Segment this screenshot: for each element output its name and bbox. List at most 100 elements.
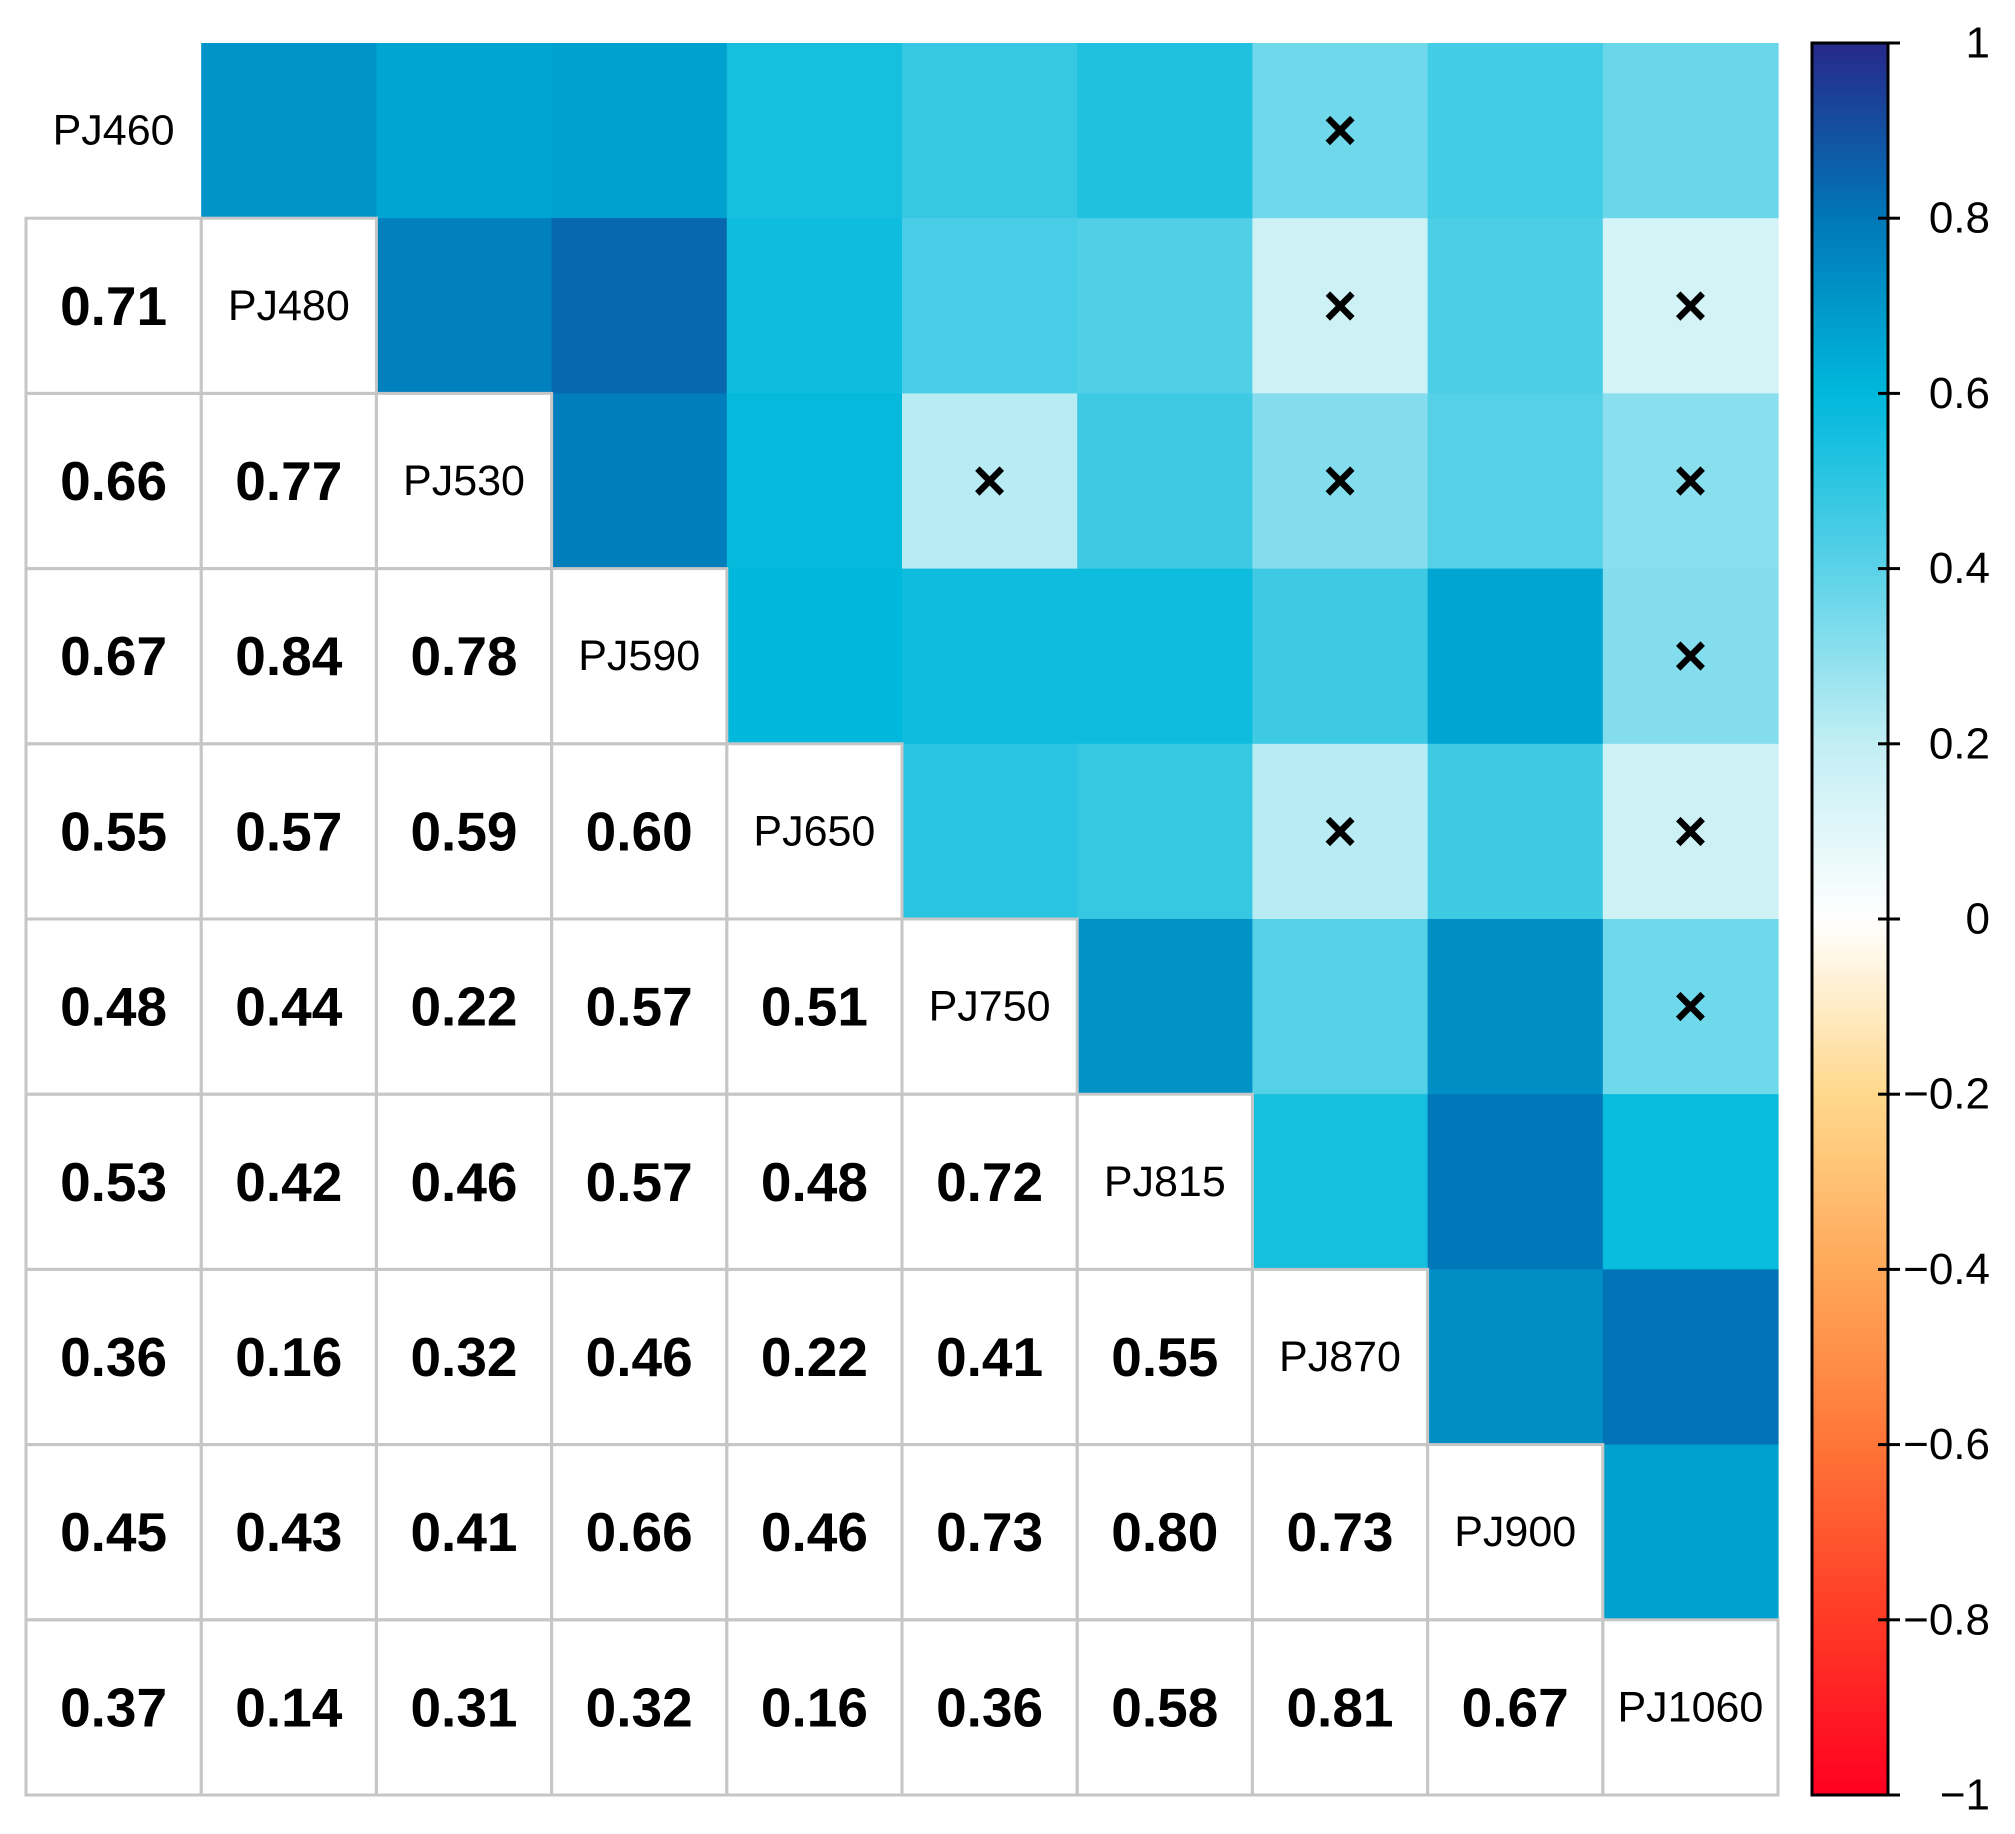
value-label-PJ900-PJ870: 0.73: [1286, 1501, 1393, 1563]
heatmap-cell-PJ460-PJ900: [1427, 43, 1604, 219]
value-label-PJ650-PJ460: 0.55: [60, 800, 167, 862]
value-label-PJ815-PJ590: 0.57: [586, 1151, 693, 1213]
insignificant-mark-PJ530-PJ750: ×: [973, 449, 1007, 514]
colorbar-gradient: [1810, 41, 1890, 1797]
value-label-PJ1060-PJ870: 0.81: [1286, 1676, 1393, 1738]
variable-label-PJ815: PJ815: [1104, 1158, 1226, 1206]
value-label-PJ900-PJ460: 0.45: [60, 1501, 167, 1563]
value-label-PJ900-PJ530: 0.41: [410, 1501, 517, 1563]
heatmap-cell-PJ815-PJ1060: [1602, 1094, 1779, 1270]
heatmap-cell-PJ460-PJ650: [726, 43, 903, 219]
heatmap-cell-PJ530-PJ650: [726, 393, 903, 570]
value-label-PJ870-PJ750: 0.41: [936, 1326, 1043, 1388]
colorbar-tick-label: 0: [1966, 895, 1990, 944]
variable-label-PJ650: PJ650: [753, 807, 875, 855]
variable-label-PJ460: PJ460: [53, 107, 175, 155]
variable-label-PJ870: PJ870: [1279, 1333, 1401, 1381]
heatmap-cell-PJ460-PJ1060: [1602, 43, 1779, 219]
heatmap-cell-PJ460-PJ750: [902, 43, 1078, 219]
heatmap-cell-PJ530-PJ590: [551, 393, 728, 570]
value-label-PJ750-PJ650: 0.51: [761, 976, 868, 1038]
value-label-PJ870-PJ480: 0.16: [235, 1326, 342, 1388]
value-label-PJ815-PJ460: 0.53: [60, 1151, 167, 1213]
value-label-PJ1060-PJ530: 0.31: [410, 1676, 517, 1738]
value-label-PJ1060-PJ650: 0.16: [761, 1676, 868, 1738]
colorbar-tick-label: 0.8: [1929, 194, 1990, 243]
heatmap-cell-PJ650-PJ750: [902, 743, 1078, 920]
heatmap-cell-PJ650-PJ1060: [1602, 743, 1779, 920]
value-label-PJ900-PJ750: 0.73: [936, 1501, 1043, 1563]
heatmap-cell-PJ460-PJ530: [376, 43, 553, 219]
heatmap-cell-PJ870-PJ1060: [1602, 1269, 1779, 1446]
upper-triangle-cells: [201, 43, 1779, 1621]
heatmap-cell-PJ750-PJ870: [1252, 919, 1429, 1095]
value-label-PJ870-PJ650: 0.22: [761, 1326, 868, 1388]
heatmap-cell-PJ480-PJ750: [902, 218, 1078, 394]
heatmap-cell-PJ530-PJ1060: [1602, 393, 1779, 570]
value-label-PJ750-PJ480: 0.44: [235, 976, 342, 1038]
insignificant-mark-PJ650-PJ870: ×: [1323, 799, 1357, 864]
variable-label-PJ590: PJ590: [578, 632, 700, 680]
colorbar: [1810, 41, 1890, 1797]
heatmap-cell-PJ650-PJ900: [1427, 743, 1604, 920]
heatmap-cell-PJ750-PJ815: [1077, 919, 1253, 1095]
heatmap-cell-PJ590-PJ815: [1077, 568, 1253, 745]
heatmap-cell-PJ900-PJ1060: [1602, 1444, 1779, 1621]
value-label-PJ815-PJ650: 0.48: [761, 1151, 868, 1213]
value-label-PJ870-PJ815: 0.55: [1111, 1326, 1218, 1388]
heatmap-cell-PJ530-PJ900: [1427, 393, 1604, 570]
value-label-PJ900-PJ590: 0.66: [586, 1501, 693, 1563]
heatmap-cell-PJ480-PJ650: [726, 218, 903, 394]
insignificant-mark-PJ750-PJ1060: ×: [1673, 974, 1707, 1039]
heatmap-cell-PJ480-PJ815: [1077, 218, 1253, 394]
colorbar-tick-label: −0.4: [1903, 1245, 1990, 1294]
grid-cell-PJ1060-PJ1060: [1601, 1618, 1780, 1797]
value-label-PJ1060-PJ815: 0.58: [1111, 1676, 1218, 1738]
variable-label-PJ480: PJ480: [228, 282, 350, 330]
value-label-PJ1060-PJ460: 0.37: [60, 1676, 167, 1738]
insignificance-marks: × × × × × × × × × ×: [973, 98, 1708, 1039]
value-label-PJ900-PJ650: 0.46: [761, 1501, 868, 1563]
colorbar-tick-label: −0.2: [1903, 1070, 1990, 1119]
colorbar-tick-label: −0.6: [1903, 1420, 1990, 1469]
colorbar-tick-label: 0.2: [1929, 719, 1990, 768]
heatmap-cell-PJ650-PJ815: [1077, 743, 1253, 920]
diagonal-variable-labels: PJ460 PJ480 PJ530 PJ590 PJ650 PJ750 PJ815 PJ870…: [53, 107, 1764, 1732]
heatmap-cell-PJ480-PJ530: [376, 218, 553, 394]
variable-label-PJ900: PJ900: [1454, 1508, 1576, 1556]
heatmap-cell-PJ530-PJ870: [1252, 393, 1429, 570]
value-label-PJ590-PJ460: 0.67: [60, 625, 167, 687]
value-label-PJ1060-PJ590: 0.32: [586, 1676, 693, 1738]
lower-triangle-grid: [24, 216, 1780, 1797]
value-label-PJ900-PJ480: 0.43: [235, 1501, 342, 1563]
lower-triangle-value-labels: 0.71 0.66 0.77 0.67 0.84 0.78 0.55 0.57 0.59 0.60…: [60, 275, 1569, 1739]
heatmap-cell-PJ480-PJ870: [1252, 218, 1429, 394]
value-label-PJ650-PJ530: 0.59: [410, 800, 517, 862]
heatmap-cell-PJ870-PJ900: [1427, 1269, 1604, 1446]
colorbar-tick-label: 0.4: [1929, 544, 1990, 593]
heatmap-cell-PJ650-PJ870: [1252, 743, 1429, 920]
value-label-PJ870-PJ590: 0.46: [586, 1326, 693, 1388]
colorbar-ticks: 1 0.8 0.6 0.4 0.2 0 −0.2 −0.4 −0.6 −0.8 −1: [1878, 19, 1990, 1820]
value-label-PJ530-PJ480: 0.77: [235, 450, 342, 512]
heatmap-cell-PJ590-PJ750: [902, 568, 1078, 745]
heatmap-cell-PJ590-PJ1060: [1602, 568, 1779, 745]
value-label-PJ815-PJ480: 0.42: [235, 1151, 342, 1213]
insignificant-mark-PJ460-PJ870: ×: [1323, 98, 1357, 163]
heatmap-cell-PJ815-PJ900: [1427, 1094, 1604, 1270]
variable-label-PJ1060: PJ1060: [1617, 1683, 1763, 1731]
colorbar-tick-label: 0.6: [1929, 369, 1990, 418]
heatmap-cell-PJ460-PJ480: [201, 43, 377, 219]
insignificant-mark-PJ590-PJ1060: ×: [1673, 624, 1707, 689]
variable-label-PJ750: PJ750: [929, 983, 1051, 1031]
value-label-PJ815-PJ530: 0.46: [410, 1151, 517, 1213]
heatmap-cell-PJ590-PJ650: [726, 568, 903, 745]
heatmap-cell-PJ530-PJ750: [902, 393, 1078, 570]
heatmap-cell-PJ750-PJ1060: [1602, 919, 1779, 1095]
heatmap-cell-PJ750-PJ900: [1427, 919, 1604, 1095]
value-label-PJ815-PJ750: 0.72: [936, 1151, 1043, 1213]
value-label-PJ480-PJ460: 0.71: [60, 275, 167, 337]
value-label-PJ750-PJ460: 0.48: [60, 976, 167, 1038]
value-label-PJ590-PJ530: 0.78: [410, 625, 517, 687]
heatmap-cell-PJ460-PJ815: [1077, 43, 1253, 219]
